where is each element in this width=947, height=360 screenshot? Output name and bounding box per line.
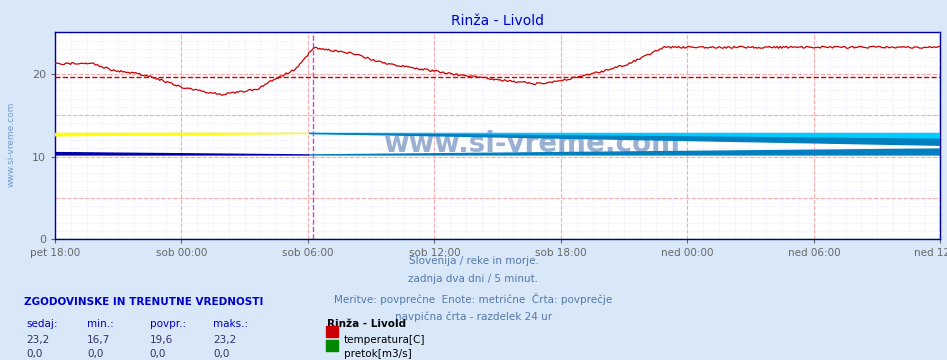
- Text: maks.:: maks.:: [213, 319, 248, 329]
- Polygon shape: [0, 134, 309, 144]
- Text: pretok[m3/s]: pretok[m3/s]: [344, 349, 412, 359]
- Polygon shape: [309, 134, 947, 155]
- Polygon shape: [0, 144, 309, 155]
- Text: www.si-vreme.com: www.si-vreme.com: [383, 130, 680, 158]
- Text: 23,2: 23,2: [213, 335, 237, 345]
- Text: navpična črta - razdelek 24 ur: navpična črta - razdelek 24 ur: [395, 312, 552, 322]
- Title: Rinža - Livold: Rinža - Livold: [451, 14, 545, 28]
- Text: 0,0: 0,0: [87, 349, 103, 359]
- Text: povpr.:: povpr.:: [150, 319, 186, 329]
- Polygon shape: [309, 134, 947, 144]
- Text: 0,0: 0,0: [213, 349, 229, 359]
- Text: 16,7: 16,7: [87, 335, 111, 345]
- Text: ZGODOVINSKE IN TRENUTNE VREDNOSTI: ZGODOVINSKE IN TRENUTNE VREDNOSTI: [24, 297, 263, 307]
- Text: sedaj:: sedaj:: [27, 319, 58, 329]
- Text: 0,0: 0,0: [27, 349, 43, 359]
- Text: 19,6: 19,6: [150, 335, 173, 345]
- Text: temperatura[C]: temperatura[C]: [344, 335, 425, 345]
- Text: www.si-vreme.com: www.si-vreme.com: [7, 101, 16, 187]
- Text: Meritve: povprečne  Enote: metrične  Črta: povprečje: Meritve: povprečne Enote: metrične Črta:…: [334, 293, 613, 305]
- Text: zadnja dva dni / 5 minut.: zadnja dva dni / 5 minut.: [408, 274, 539, 284]
- Text: Rinža - Livold: Rinža - Livold: [327, 319, 406, 329]
- Text: Slovenija / reke in morje.: Slovenija / reke in morje.: [408, 256, 539, 266]
- Text: 0,0: 0,0: [150, 349, 166, 359]
- Text: min.:: min.:: [87, 319, 114, 329]
- Text: 23,2: 23,2: [27, 335, 50, 345]
